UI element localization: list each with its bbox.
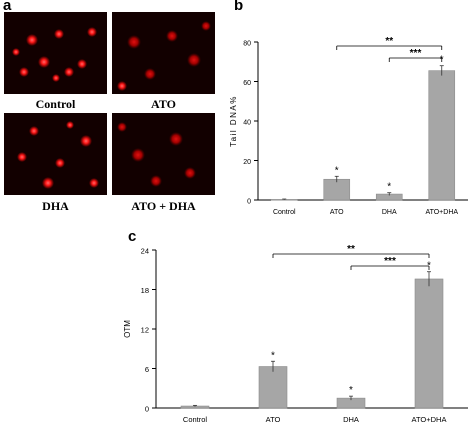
y-tick-label: 6	[145, 365, 149, 374]
comet-field-ato	[117, 21, 211, 91]
panel-letter-c: c	[128, 228, 137, 245]
x-tick-label: DHA	[382, 209, 397, 216]
y-tick-label: 40	[243, 120, 251, 127]
y-tick-label: 60	[243, 80, 251, 87]
panel-letter-b: b	[234, 0, 244, 14]
bar	[428, 70, 456, 201]
y-axis-label: Tail DNA%	[229, 95, 238, 147]
y-tick-label: 12	[141, 326, 149, 335]
micrograph-label-ato: ATO	[151, 97, 176, 111]
panel-letter-a: a	[3, 0, 12, 14]
bar	[414, 278, 444, 409]
significance-star: *	[271, 350, 275, 361]
micrograph-ato	[112, 12, 215, 94]
y-axis-label: OTM	[123, 320, 132, 338]
x-tick-label: ATO	[266, 415, 281, 422]
comet-field-control	[12, 27, 97, 82]
bracket-label: **	[347, 244, 355, 255]
y-tick-label: 18	[141, 286, 149, 295]
micrograph-label-control: Control	[35, 97, 76, 111]
y-tick-label: 0	[145, 405, 149, 414]
comet-field-dha	[17, 121, 99, 189]
x-tick-label: ATO+DHA	[425, 209, 458, 216]
bar	[258, 366, 288, 409]
micrograph-control	[4, 12, 107, 94]
x-tick-label: ATO+DHA	[412, 415, 447, 422]
comet-field-ato-dha	[117, 122, 196, 187]
x-tick-label: ATO	[330, 209, 344, 216]
y-tick-label: 80	[243, 41, 251, 48]
significance-star: *	[349, 385, 353, 396]
bracket-label: **	[385, 36, 393, 47]
significance-star: *	[335, 165, 339, 176]
bar	[323, 178, 351, 201]
x-tick-label: Control	[273, 209, 296, 216]
bracket-label: ***	[384, 256, 396, 267]
micrograph-dha	[4, 113, 107, 195]
x-tick-label: DHA	[343, 415, 359, 422]
significance-star: *	[387, 182, 391, 193]
y-tick-label: 20	[243, 159, 251, 166]
bracket-label: ***	[410, 48, 422, 59]
y-tick-label: 24	[141, 247, 149, 256]
micrograph-ato-dha	[112, 113, 215, 195]
micrograph-label-ato-dha: ATO + DHA	[131, 199, 196, 213]
micrograph-label-dha: DHA	[42, 199, 69, 213]
x-tick-label: Control	[183, 415, 208, 422]
y-tick-label: 0	[247, 199, 251, 206]
